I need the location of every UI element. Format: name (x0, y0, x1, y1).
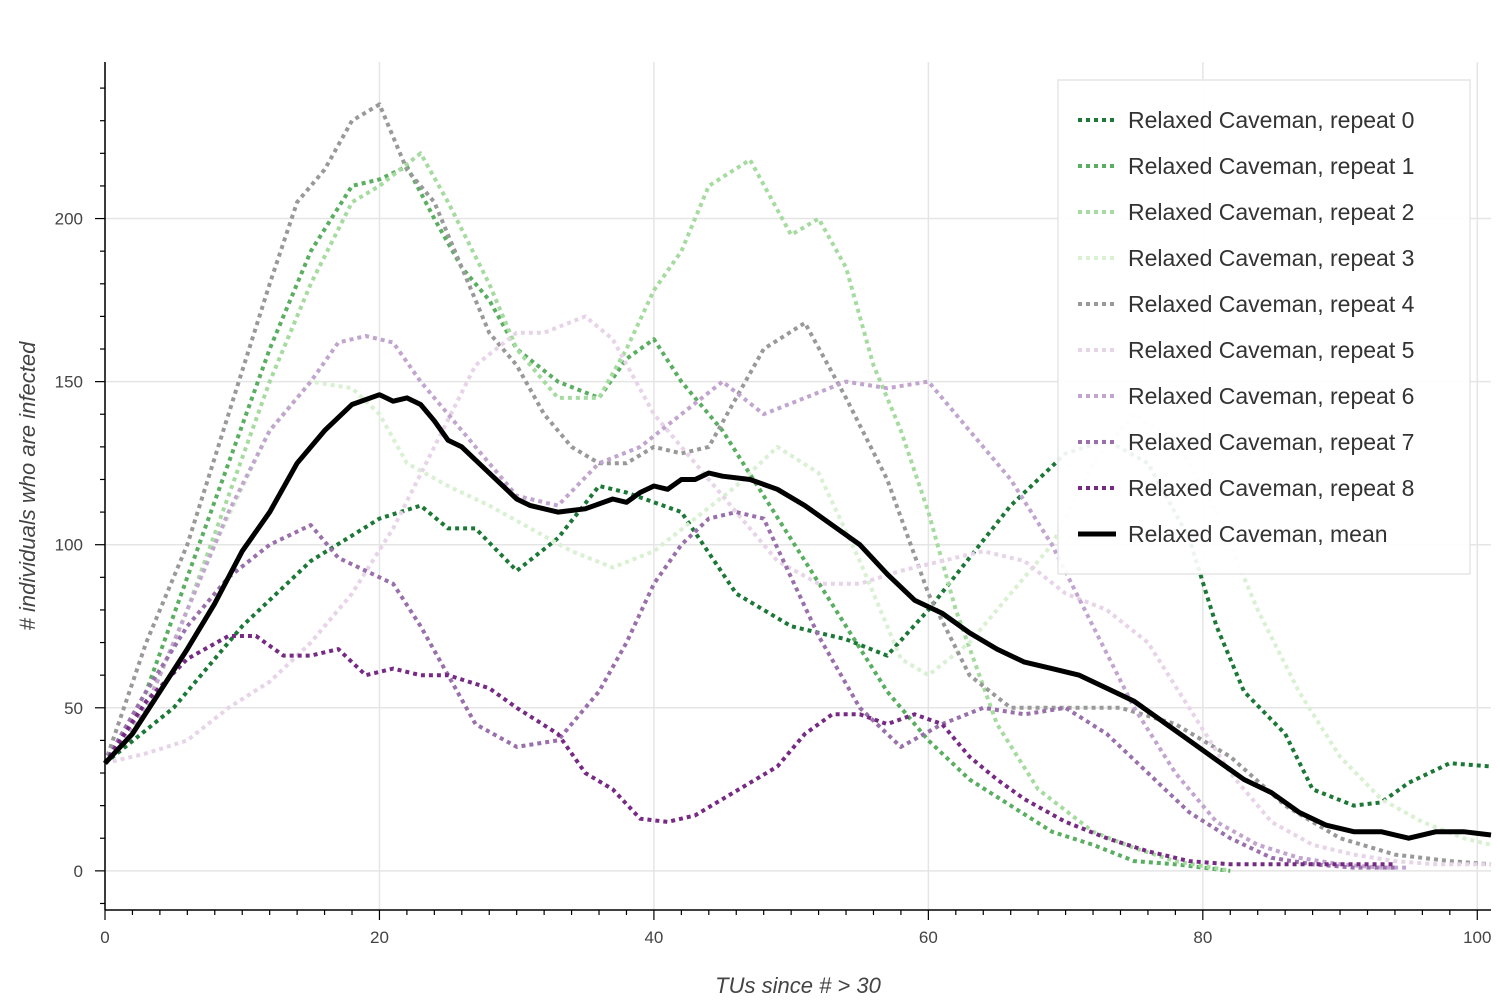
series-line-6 (103, 334, 1409, 870)
x-tick-label: 40 (644, 928, 663, 947)
x-tick-label: 20 (370, 928, 389, 947)
legend-label-9: Relaxed Caveman, mean (1128, 521, 1388, 547)
series-line-8 (103, 634, 1395, 867)
y-tick-label: 0 (74, 862, 83, 881)
x-tick-label: 100 (1463, 928, 1491, 947)
plot-area (103, 102, 1492, 873)
legend-label-7: Relaxed Caveman, repeat 7 (1128, 429, 1414, 455)
x-tick-label: 0 (100, 928, 109, 947)
legend-label-2: Relaxed Caveman, repeat 2 (1128, 199, 1414, 225)
series-line-0 (103, 438, 1492, 808)
legend-label-8: Relaxed Caveman, repeat 8 (1128, 475, 1414, 501)
series-line-3 (103, 379, 1492, 847)
y-tick-label: 200 (55, 210, 83, 229)
series-line-9 (103, 392, 1492, 841)
legend-label-4: Relaxed Caveman, repeat 4 (1128, 291, 1415, 317)
series-line-2 (103, 151, 1231, 873)
series-line-7 (103, 510, 1395, 870)
y-axis-title: # individuals who are infected (15, 341, 40, 630)
x-tick-label: 60 (919, 928, 938, 947)
axes: 0 20 40 60 80 100 0 50 100 150 200 (55, 62, 1491, 947)
series-line-5 (104, 314, 1491, 867)
legend-label-1: Relaxed Caveman, repeat 1 (1128, 153, 1414, 179)
legend-label-0: Relaxed Caveman, repeat 0 (1128, 107, 1414, 133)
y-tick-label: 50 (64, 699, 83, 718)
y-tick-label: 150 (55, 373, 83, 392)
series-line-1 (103, 164, 1231, 873)
legend-label-6: Relaxed Caveman, repeat 6 (1128, 383, 1414, 409)
legend: Relaxed Caveman, repeat 0 Relaxed Caveman… (1057, 79, 1471, 575)
x-tick-label: 80 (1193, 928, 1212, 947)
x-axis-title: TUs since # > 30 (715, 973, 881, 998)
series-line-4 (103, 102, 1492, 867)
legend-label-3: Relaxed Caveman, repeat 3 (1128, 245, 1414, 271)
legend-box (1057, 79, 1471, 575)
y-tick-label: 100 (55, 536, 83, 555)
legend-label-5: Relaxed Caveman, repeat 5 (1128, 337, 1414, 363)
